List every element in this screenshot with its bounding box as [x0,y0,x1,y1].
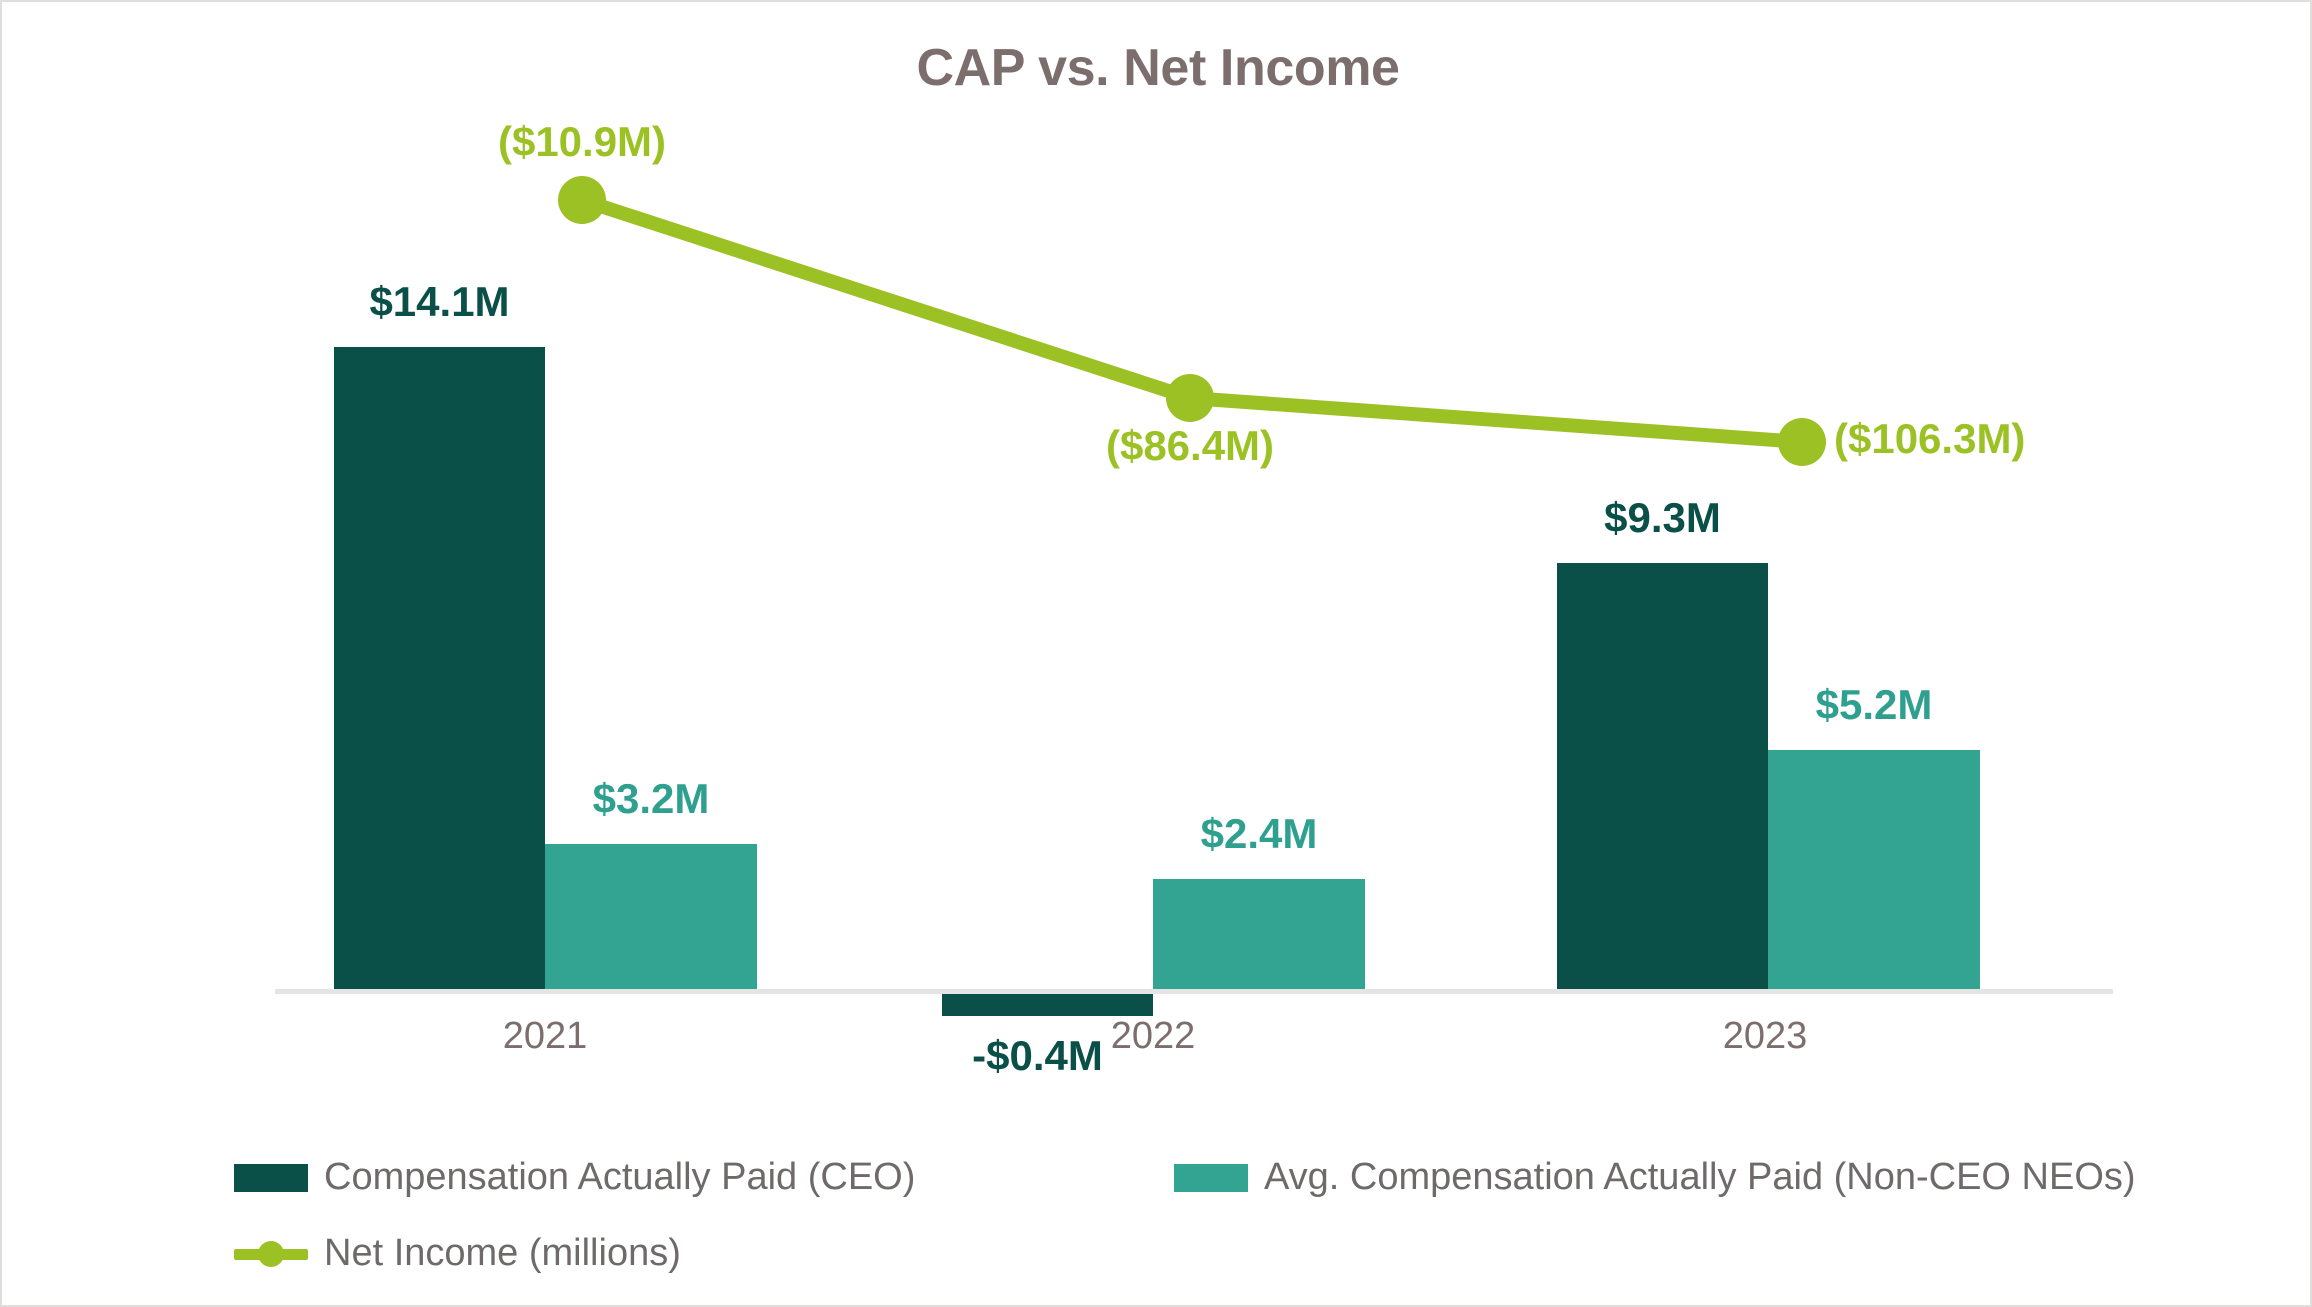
legend-item-ceo[interactable]: Compensation Actually Paid (CEO) [234,1156,915,1199]
chart-title: CAP vs. Net Income [916,39,1400,97]
x-axis-line [275,989,2113,994]
bar-ceo-2023[interactable] [1557,563,1768,990]
x-axis-tick-2023: 2023 [1722,1015,1808,1057]
x-axis-tick-2022: 2022 [1110,1015,1196,1057]
x-axis-tick-2021: 2021 [502,1015,588,1057]
legend-item-neo[interactable]: Avg. Compensation Actually Paid (Non-CEO… [1174,1156,2136,1199]
data-label-net-income-2022: ($86.4M) [1105,422,1275,469]
legend-line-dot-icon [234,1240,308,1268]
bar-neo-2022[interactable] [1153,879,1365,990]
data-label-net-income-2021: ($10.9M) [497,118,667,165]
data-label-neo-2022: $2.4M [1200,810,1318,857]
legend-item-net-income[interactable]: Net Income (millions) [234,1232,681,1275]
data-label-ceo-2022: -$0.4M [972,1032,1103,1079]
legend-swatch-ceo-icon [234,1163,308,1192]
data-label-net-income-2023: ($106.3M) [1834,415,2026,462]
net-income-marker-2022 [1166,374,1214,422]
bar-ceo-2022[interactable] [942,994,1153,1016]
bar-neo-2023[interactable] [1768,750,1980,990]
data-label-neo-2023: $5.2M [1815,681,1933,728]
net-income-marker-2021 [558,176,606,224]
legend-label-ceo: Compensation Actually Paid (CEO) [324,1156,916,1198]
data-label-ceo-2023: $9.3M [1604,494,1721,541]
legend-label-neo: Avg. Compensation Actually Paid (Non-CEO… [1264,1156,2136,1198]
net-income-line [575,193,1809,449]
net-income-marker-2023 [1778,418,1826,466]
data-label-neo-2021: $3.2M [592,775,710,822]
chart-legend: Compensation Actually Paid (CEO) Avg. Co… [2,1142,2310,1302]
legend-swatch-neo-icon [1174,1163,1248,1192]
data-label-ceo-2021: $14.1M [369,278,510,325]
bar-neo-2021[interactable] [545,844,757,990]
legend-label-net-income: Net Income (millions) [324,1232,681,1274]
bar-ceo-2021[interactable] [334,347,545,990]
